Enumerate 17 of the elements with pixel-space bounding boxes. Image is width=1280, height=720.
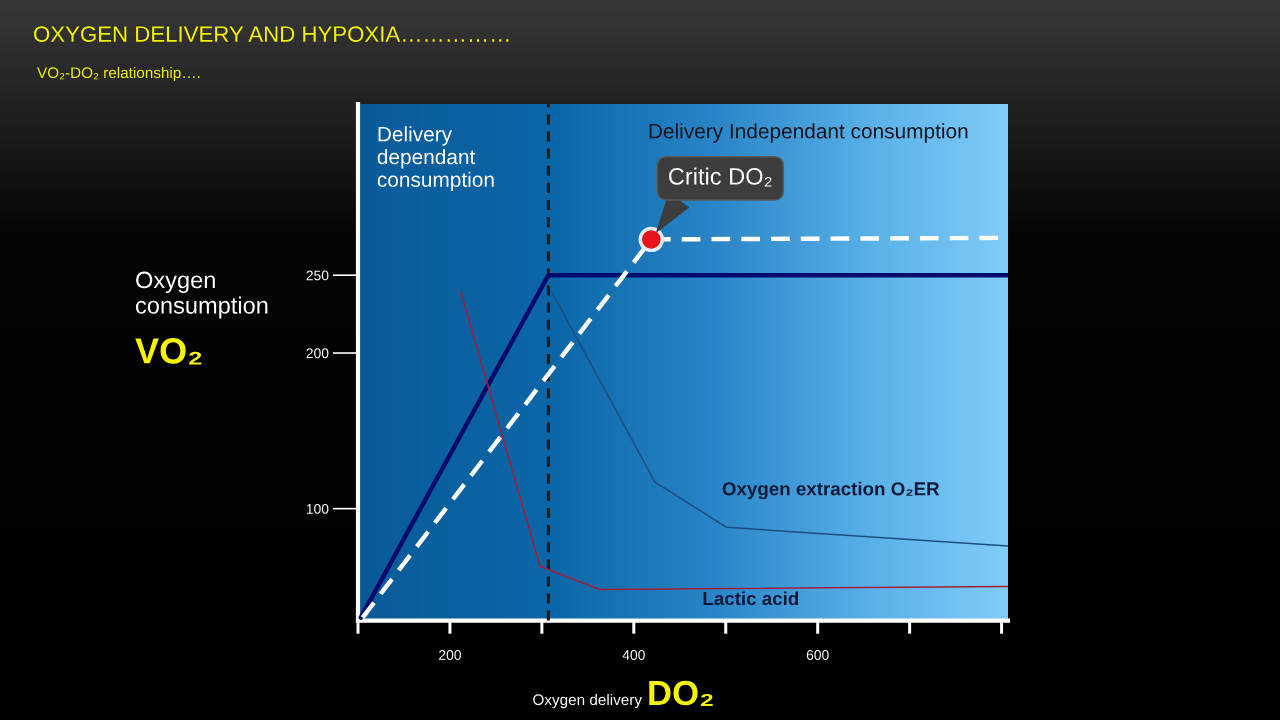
y-tick-label: 100	[306, 503, 329, 514]
series-label: Lactic acid	[703, 591, 799, 606]
series-label: Oxygen extraction O₂ER	[722, 481, 940, 500]
line-series	[551, 291, 1008, 547]
x-tick-label: 200	[439, 650, 461, 660]
y-axis-title: Oxygen consumption VO₂	[135, 271, 268, 365]
y-tick-label: 200	[306, 348, 329, 359]
text: VO₂-DO₂ relationship….	[37, 66, 200, 82]
x-tick-label: 400	[622, 650, 645, 660]
annotation: Delivery Independant consumption	[649, 123, 968, 143]
line-series	[460, 291, 1008, 591]
annotation: Critic DO₂	[669, 167, 772, 187]
annotation: Delivery dependant consumption	[377, 126, 494, 192]
chart-title: OXYGEN DELIVERY AND HYPOXIA……………	[34, 26, 509, 42]
x-axis-title: Oxygen delivery DO₂	[533, 680, 713, 709]
y-tick-label: 250	[306, 270, 329, 281]
x-tick-label: 600	[806, 650, 829, 660]
